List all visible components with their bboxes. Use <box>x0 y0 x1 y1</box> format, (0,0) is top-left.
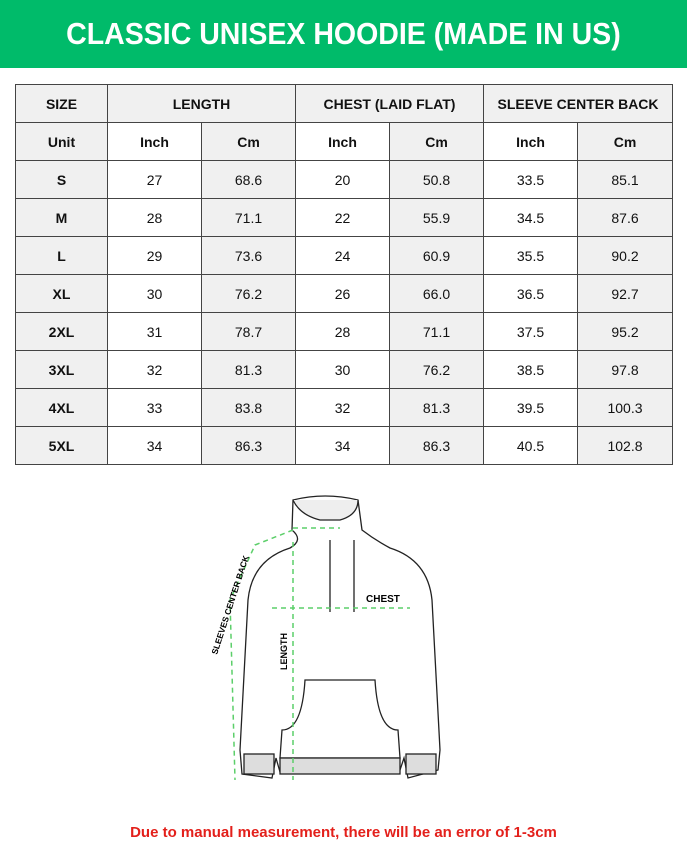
value-cell: 60.9 <box>388 236 485 275</box>
value-cell: 34 <box>107 426 202 465</box>
value-cell: 22 <box>295 198 390 237</box>
length-label: LENGTH <box>279 633 289 670</box>
value-cell: 86.3 <box>388 426 485 465</box>
unit-cell: Cm <box>388 122 485 161</box>
value-cell: 50.8 <box>388 160 485 199</box>
measure-arrows-icon <box>229 527 410 781</box>
value-cell: 68.6 <box>201 160 296 199</box>
value-cell: 95.2 <box>577 312 674 351</box>
size-table: SIZE LENGTH CHEST (LAID FLAT) SLEEVE CEN… <box>15 84 674 465</box>
unit-row: Unit Inch Cm Inch Cm Inch Cm <box>15 122 674 161</box>
table-row: XL 30 76.2 26 66.0 36.5 92.7 <box>15 274 674 313</box>
value-cell: 34.5 <box>483 198 579 237</box>
value-cell: 26 <box>295 274 390 313</box>
value-cell: 27 <box>107 160 202 199</box>
value-cell: 76.2 <box>388 350 485 389</box>
value-cell: 36.5 <box>483 274 579 313</box>
value-cell: 34 <box>295 426 390 465</box>
value-cell: 97.8 <box>577 350 674 389</box>
value-cell: 40.5 <box>483 426 579 465</box>
value-cell: 73.6 <box>201 236 296 275</box>
size-cell: M <box>15 198 108 237</box>
value-cell: 32 <box>295 388 390 427</box>
unit-cell: Inch <box>107 122 202 161</box>
unit-cell: Inch <box>295 122 390 161</box>
value-cell: 28 <box>107 198 202 237</box>
value-cell: 92.7 <box>577 274 674 313</box>
sleeve-label: SLEEVES CENTER BACK <box>209 553 251 655</box>
value-cell: 28 <box>295 312 390 351</box>
value-cell: 102.8 <box>577 426 674 465</box>
header-sleeve: SLEEVE CENTER BACK <box>483 84 674 123</box>
header-size: SIZE <box>15 84 108 123</box>
value-cell: 81.3 <box>201 350 296 389</box>
value-cell: 39.5 <box>483 388 579 427</box>
table-row: 3XL 32 81.3 30 76.2 38.5 97.8 <box>15 350 674 389</box>
size-cell: 4XL <box>15 388 108 427</box>
unit-cell: Inch <box>483 122 579 161</box>
unit-cell: Unit <box>15 122 108 161</box>
table-row: M 28 71.1 22 55.9 34.5 87.6 <box>15 198 674 237</box>
value-cell: 24 <box>295 236 390 275</box>
value-cell: 100.3 <box>577 388 674 427</box>
header-row: SIZE LENGTH CHEST (LAID FLAT) SLEEVE CEN… <box>15 84 674 123</box>
size-cell: XL <box>15 274 108 313</box>
unit-cell: Cm <box>201 122 296 161</box>
table-row: 2XL 31 78.7 28 71.1 37.5 95.2 <box>15 312 674 351</box>
size-cell: 5XL <box>15 426 108 465</box>
value-cell: 35.5 <box>483 236 579 275</box>
value-cell: 31 <box>107 312 202 351</box>
value-cell: 66.0 <box>388 274 485 313</box>
header-length: LENGTH <box>107 84 296 123</box>
size-cell: 3XL <box>15 350 108 389</box>
hoodie-diagram: CHEST LENGTH SLEEVES CENTER BACK <box>209 495 441 781</box>
page-title: CLASSIC UNISEX HOODIE (MADE IN US) <box>66 16 621 51</box>
value-cell: 90.2 <box>577 236 674 275</box>
value-cell: 71.1 <box>388 312 485 351</box>
value-cell: 37.5 <box>483 312 579 351</box>
header-chest: CHEST (LAID FLAT) <box>294 84 485 123</box>
table-row: 4XL 33 83.8 32 81.3 39.5 100.3 <box>15 388 674 427</box>
hoodie-outline-icon <box>239 495 441 779</box>
value-cell: 33 <box>107 388 202 427</box>
value-cell: 29 <box>107 236 202 275</box>
table-row: L 29 73.6 24 60.9 35.5 90.2 <box>15 236 674 275</box>
measurement-note: Due to manual measurement, there will be… <box>130 824 557 841</box>
table-row: 5XL 34 86.3 34 86.3 40.5 102.8 <box>15 426 674 465</box>
value-cell: 55.9 <box>388 198 485 237</box>
value-cell: 30 <box>295 350 390 389</box>
value-cell: 87.6 <box>577 198 674 237</box>
value-cell: 20 <box>295 160 390 199</box>
value-cell: 86.3 <box>201 426 296 465</box>
table-row: S 27 68.6 20 50.8 33.5 85.1 <box>15 160 674 199</box>
value-cell: 76.2 <box>201 274 296 313</box>
size-cell: S <box>15 160 108 199</box>
value-cell: 78.7 <box>201 312 296 351</box>
value-cell: 85.1 <box>577 160 674 199</box>
value-cell: 71.1 <box>201 198 296 237</box>
value-cell: 38.5 <box>483 350 579 389</box>
title-banner: CLASSIC UNISEX HOODIE (MADE IN US) <box>0 0 687 68</box>
value-cell: 30 <box>107 274 202 313</box>
chest-label: CHEST <box>366 594 400 605</box>
value-cell: 32 <box>107 350 202 389</box>
value-cell: 33.5 <box>483 160 579 199</box>
size-cell: L <box>15 236 108 275</box>
value-cell: 83.8 <box>201 388 296 427</box>
value-cell: 81.3 <box>388 388 485 427</box>
unit-cell: Cm <box>577 122 674 161</box>
size-cell: 2XL <box>15 312 108 351</box>
